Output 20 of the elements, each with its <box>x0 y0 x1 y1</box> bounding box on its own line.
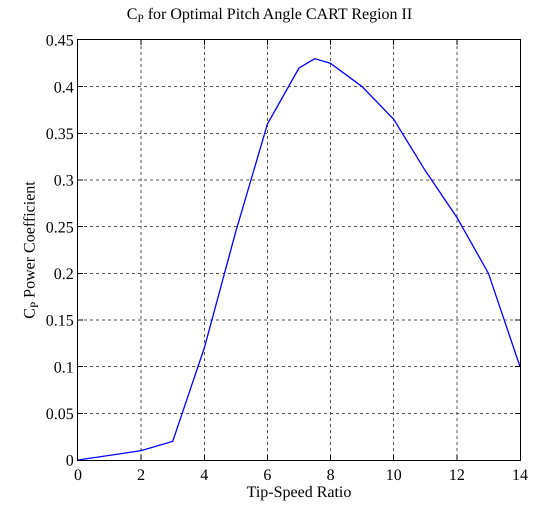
y-tick-label: 0.3 <box>54 172 74 190</box>
y-tick-label: 0.45 <box>46 32 74 50</box>
chart-title: C$_{P}$ for Optimal Pitch Angle CART Region II <box>126 6 412 26</box>
y-tick-label: 0.2 <box>54 266 74 283</box>
x-tick-label: 12 <box>448 467 465 484</box>
x-tick-label: 6 <box>263 467 272 484</box>
x-tick-label: 4 <box>200 467 208 484</box>
x-tick-label: 2 <box>137 467 146 484</box>
x-tick-label: 10 <box>386 467 402 484</box>
x-axis-title: Tip-Speed Ratio <box>246 484 352 502</box>
y-tick-label: 0.35 <box>46 126 74 143</box>
y-tick-label: 0.4 <box>54 79 74 96</box>
x-tick-label: 14 <box>512 467 528 484</box>
y-tick-label: 0.15 <box>46 312 74 330</box>
line-series <box>78 58 520 460</box>
y-tick-label: 0.05 <box>46 406 74 423</box>
y-tick-label: 0.25 <box>46 219 74 236</box>
y-tick-label: 0.1 <box>54 359 74 376</box>
y-tick-label: 0 <box>66 452 74 470</box>
x-tick-label: 8 <box>326 467 335 484</box>
